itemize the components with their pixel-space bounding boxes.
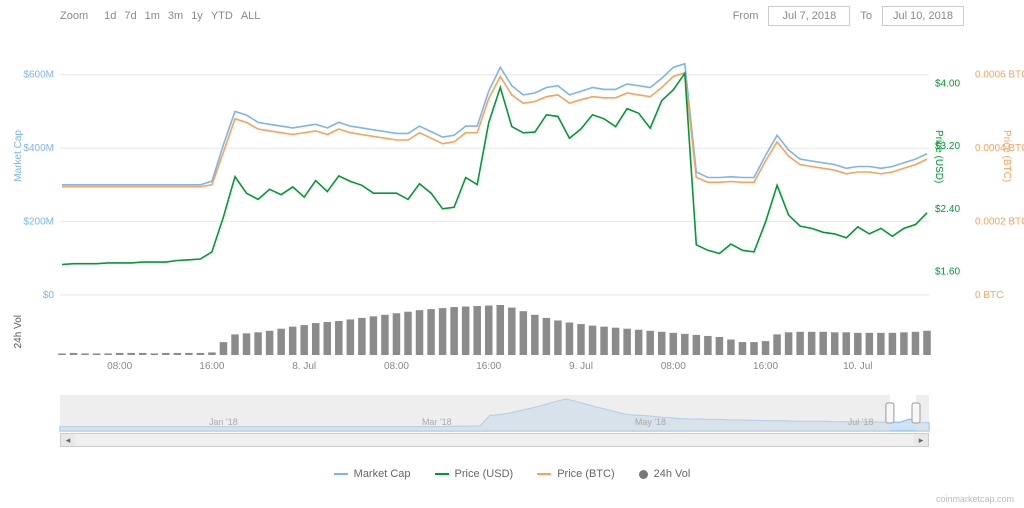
to-date-input[interactable] bbox=[882, 6, 964, 26]
navigator-right-arrow[interactable]: ▸ bbox=[914, 434, 928, 446]
svg-text:Jul '18: Jul '18 bbox=[848, 417, 874, 427]
svg-text:$600M: $600M bbox=[23, 70, 54, 81]
svg-text:0.0006 BTC: 0.0006 BTC bbox=[975, 70, 1024, 81]
axis-label-24h-vol: 24h Vol bbox=[13, 315, 24, 348]
svg-text:0 BTC: 0 BTC bbox=[975, 290, 1003, 301]
svg-text:9. Jul: 9. Jul bbox=[569, 361, 593, 372]
svg-text:0.0002 BTC: 0.0002 BTC bbox=[975, 217, 1024, 228]
svg-text:$0: $0 bbox=[43, 290, 55, 301]
svg-text:10. Jul: 10. Jul bbox=[843, 361, 872, 372]
svg-text:08:00: 08:00 bbox=[107, 361, 132, 372]
legend-item-price-btc[interactable]: Price (BTC) bbox=[537, 468, 614, 480]
legend-item-24h-vol[interactable]: 24h Vol bbox=[639, 468, 691, 480]
svg-text:16:00: 16:00 bbox=[476, 361, 501, 372]
to-label: To bbox=[860, 10, 872, 22]
zoom-button-ytd[interactable]: YTD bbox=[207, 8, 237, 24]
axis-label-price-btc: Price (BTC) bbox=[1001, 130, 1012, 182]
chart-legend: Market Cap Price (USD) Price (BTC) 24h Vol bbox=[0, 468, 1024, 480]
svg-text:$4.00: $4.00 bbox=[935, 79, 960, 90]
navigator-scrollbar-track[interactable] bbox=[75, 434, 914, 446]
svg-text:08:00: 08:00 bbox=[384, 361, 409, 372]
legend-item-market-cap[interactable]: Market Cap bbox=[334, 468, 411, 480]
chart-navigator[interactable]: Jan '18 Mar '18 May '18 Jul '18 ◂ ▸ bbox=[60, 395, 929, 445]
axis-label-market-cap: Market Cap bbox=[13, 130, 24, 182]
svg-text:$3.20: $3.20 bbox=[935, 141, 960, 152]
from-label: From bbox=[733, 10, 759, 22]
chart-toolbar: Zoom 1d7d1m3m1yYTDALL From To bbox=[0, 0, 1024, 32]
main-chart[interactable]: $0$200M$400M$600M$1.60$2.40$3.20$4.000 B… bbox=[60, 55, 929, 370]
svg-text:08:00: 08:00 bbox=[661, 361, 686, 372]
zoom-button-1d[interactable]: 1d bbox=[100, 8, 120, 24]
zoom-label: Zoom bbox=[60, 10, 88, 22]
svg-text:Mar '18: Mar '18 bbox=[422, 417, 452, 427]
zoom-button-1y[interactable]: 1y bbox=[187, 8, 207, 24]
svg-text:$200M: $200M bbox=[23, 217, 54, 228]
svg-text:16:00: 16:00 bbox=[199, 361, 224, 372]
svg-text:$1.60: $1.60 bbox=[935, 267, 960, 278]
svg-text:$2.40: $2.40 bbox=[935, 204, 960, 215]
legend-item-price-usd[interactable]: Price (USD) bbox=[435, 468, 514, 480]
svg-text:Jan '18: Jan '18 bbox=[209, 417, 238, 427]
zoom-button-3m[interactable]: 3m bbox=[164, 8, 187, 24]
svg-text:8. Jul: 8. Jul bbox=[292, 361, 316, 372]
navigator-left-arrow[interactable]: ◂ bbox=[61, 434, 75, 446]
zoom-button-1m[interactable]: 1m bbox=[141, 8, 164, 24]
axis-label-price-usd: Price (USD) bbox=[933, 130, 944, 183]
svg-text:0.0004 BTC: 0.0004 BTC bbox=[975, 143, 1024, 154]
watermark: coinmarketcap.com bbox=[936, 494, 1014, 504]
svg-text:16:00: 16:00 bbox=[753, 361, 778, 372]
svg-text:May '18: May '18 bbox=[635, 417, 666, 427]
zoom-button-all[interactable]: ALL bbox=[237, 8, 265, 24]
from-date-input[interactable] bbox=[768, 6, 850, 26]
svg-text:$400M: $400M bbox=[23, 143, 54, 154]
zoom-button-7d[interactable]: 7d bbox=[120, 8, 140, 24]
